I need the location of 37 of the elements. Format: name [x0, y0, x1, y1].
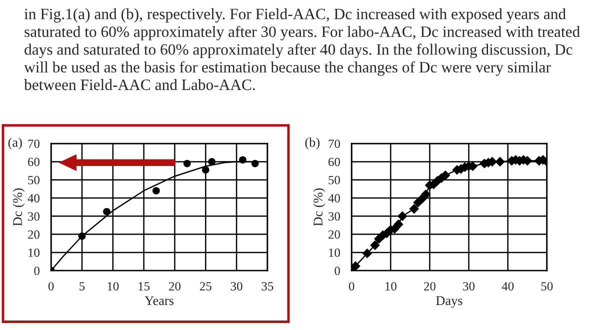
y-tick-label: 40 [28, 194, 40, 202]
y-tick-label: 20 [328, 230, 340, 239]
x-axis-title: Days [436, 296, 462, 308]
y-tick-label: 60 [328, 158, 340, 166]
x-tick-label: 30 [230, 282, 242, 291]
y-tick-label: 0 [34, 266, 40, 276]
y-tick-label: 70 [28, 140, 40, 148]
x-tick-label: 25 [200, 282, 212, 291]
y-tick-label: 0 [334, 266, 340, 276]
text: (b) [305, 138, 320, 150]
x-tick-label: 50 [541, 282, 553, 291]
y-tick-label: 50 [328, 176, 340, 184]
x-tick-label: 10 [108, 282, 119, 291]
y-tick-label: 50 [28, 176, 40, 184]
x-tick-label: 20 [424, 282, 436, 291]
y-axis-title: Dc (%) [313, 188, 326, 226]
x-tick-label: 0 [348, 282, 354, 291]
y-axis-title: Dc (%) [12, 188, 25, 226]
text: in Fig.1(a) and (b), respectively. For Field-AAC, Dc increased with exposed years and saturated to 60% approximately after 30 years. For labo-AAC, Dc increased with treated days and saturated to 60% approximately after 40 days. In the following discussion, Dc will be used as the basis for estimation because the changes of Dc were very similar between Field-AAC and Labo-AAC. [24, 8, 580, 90]
y-tick-label: 10 [28, 248, 40, 257]
y-tick-label: 40 [328, 194, 340, 202]
y-tick-label: 30 [28, 212, 40, 221]
y-tick-label: 20 [28, 230, 40, 239]
text: (a) [8, 138, 22, 150]
x-tick-label: 10 [386, 282, 396, 291]
x-tick-label: 40 [502, 282, 514, 291]
y-tick-label: 10 [329, 248, 340, 257]
x-tick-label: 5 [80, 282, 85, 291]
x-tick-label: 35 [262, 282, 274, 291]
x-tick-label: 0 [48, 282, 54, 291]
y-tick-label: 60 [28, 158, 40, 166]
x-tick-label: 30 [463, 282, 475, 291]
x-tick-label: 20 [169, 282, 180, 291]
x-tick-label: 15 [138, 282, 150, 291]
x-axis-title: Years [144, 296, 174, 306]
y-tick-label: 70 [328, 140, 340, 148]
y-tick-label: 30 [328, 212, 340, 221]
